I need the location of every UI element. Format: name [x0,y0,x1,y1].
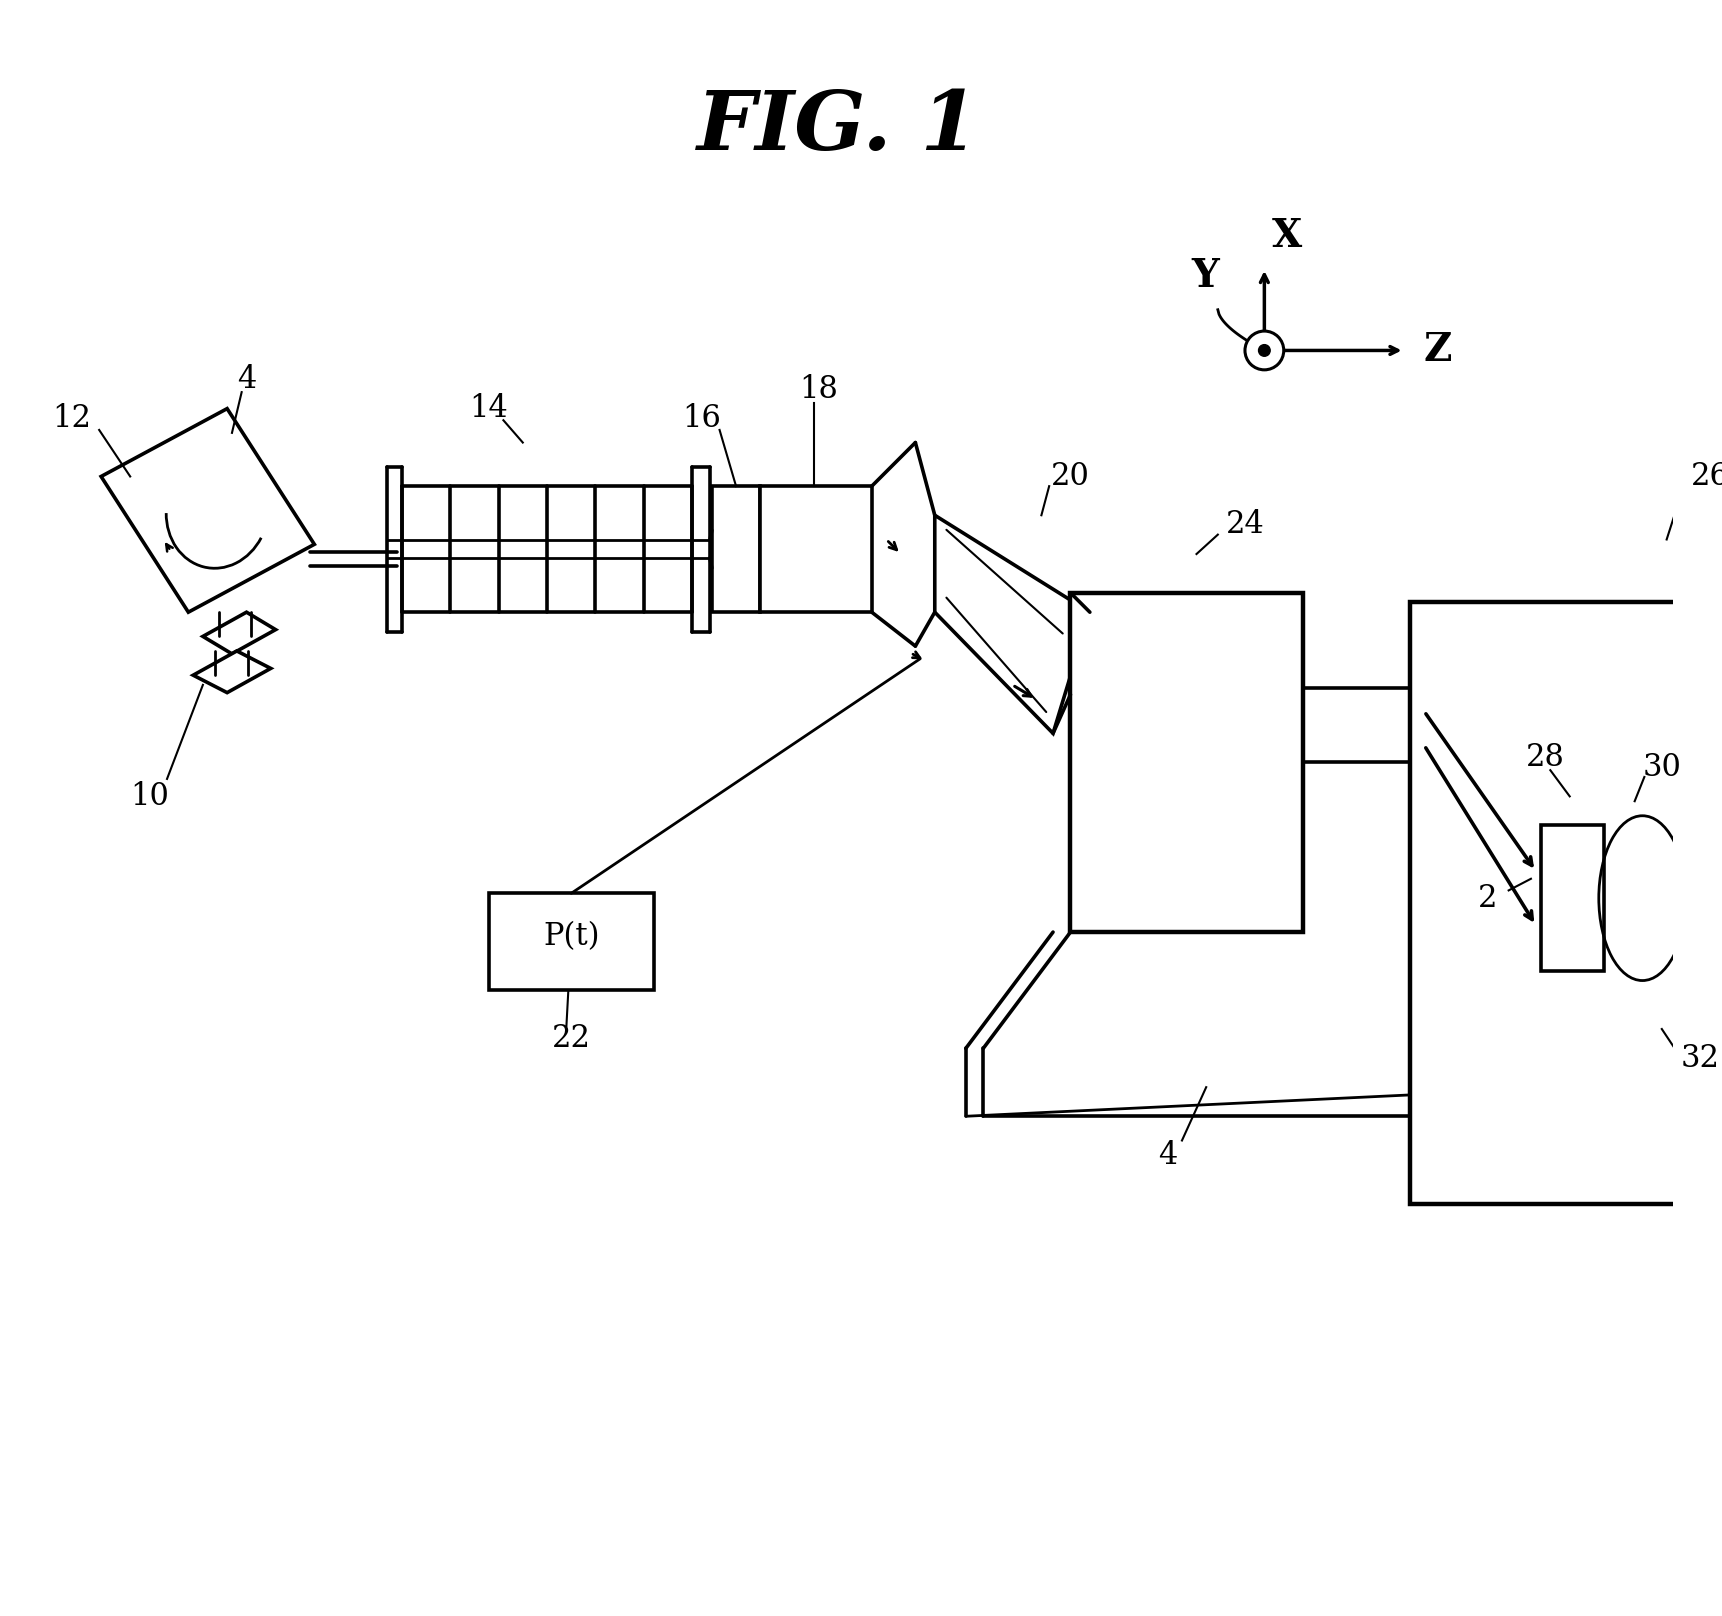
Text: 12: 12 [53,402,91,433]
Bar [711,486,761,612]
Text: 32: 32 [1681,1042,1720,1073]
Text: 28: 28 [1526,742,1565,772]
Bar [1410,603,1722,1204]
Polygon shape [102,409,315,612]
Text: 20: 20 [1050,461,1090,491]
Bar [1541,826,1603,971]
Text: 14: 14 [470,393,508,423]
Polygon shape [203,612,276,654]
Bar [489,894,654,991]
Polygon shape [935,516,1090,734]
Text: 2: 2 [1477,882,1496,913]
Text: Y: Y [1192,257,1219,296]
Text: 18: 18 [799,373,839,404]
Circle shape [1245,331,1283,370]
Text: FIG. 1: FIG. 1 [697,87,980,168]
Text: 4: 4 [238,364,257,394]
Polygon shape [193,651,270,693]
Text: 4: 4 [1157,1139,1178,1170]
Bar [1071,593,1304,932]
Text: 16: 16 [682,402,722,433]
Text: P(t): P(t) [542,921,599,952]
Text: Z: Z [1424,331,1452,370]
Bar [761,486,871,612]
Text: 26: 26 [1691,461,1722,491]
Text: 24: 24 [1226,509,1264,540]
Circle shape [1259,344,1271,356]
Text: 22: 22 [551,1023,591,1054]
Text: 10: 10 [131,781,169,811]
Text: 30: 30 [1643,751,1681,782]
Text: X: X [1273,217,1302,255]
